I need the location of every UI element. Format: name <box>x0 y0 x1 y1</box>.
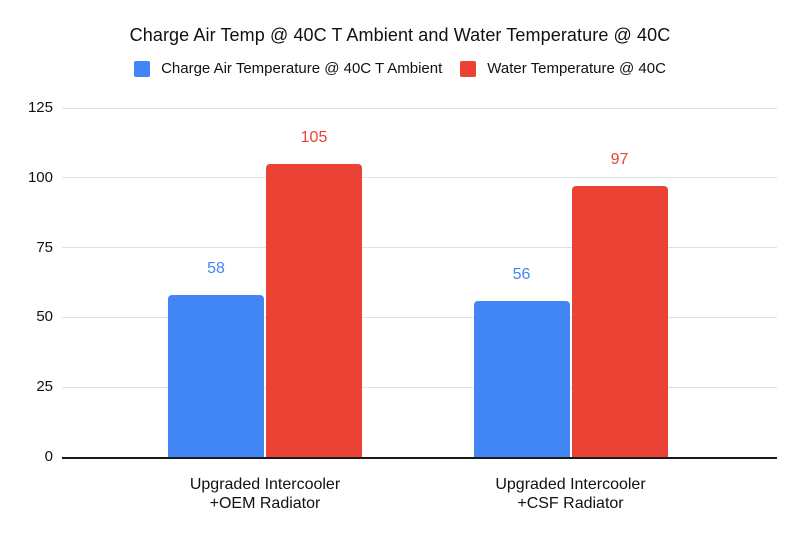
bar-series0-cat1 <box>473 300 570 457</box>
y-axis-tick-0: 0 <box>44 448 53 465</box>
plot-area: 58 105 56 97 <box>62 107 777 459</box>
bar-series1-cat1 <box>571 186 668 457</box>
bar-series1-cat0 <box>266 163 362 457</box>
bar-series0-cat0 <box>168 295 264 457</box>
bar-value-label: 56 <box>512 265 531 283</box>
bar-value-label: 105 <box>300 128 328 146</box>
y-axis-tick-125: 125 <box>27 99 53 116</box>
bar-value-label: 97 <box>610 151 629 169</box>
legend-item-charge-air: Charge Air Temperature @ 40C T Ambient <box>134 60 442 77</box>
legend-swatch-red-icon <box>460 60 477 77</box>
y-axis-tick-75: 75 <box>36 238 53 256</box>
gridline-25 <box>62 386 777 388</box>
legend: Charge Air Temperature @ 40C T Ambient W… <box>0 60 800 77</box>
x-axis-label-cat0: Upgraded Intercooler +OEM Radiator <box>189 476 341 512</box>
gridline-125 <box>62 107 777 109</box>
y-axis-tick-25: 25 <box>36 378 53 396</box>
gridline-75 <box>62 247 777 249</box>
legend-label-charge-air: Charge Air Temperature @ 40C T Ambient <box>161 60 443 77</box>
legend-swatch-blue-icon <box>134 60 151 77</box>
bar-value-label: 58 <box>207 260 225 278</box>
gridline-50 <box>62 316 777 318</box>
legend-label-water-temp: Water Temperature @ 40C <box>487 60 666 77</box>
x-axis-label-cat1: Upgraded Intercooler +CSF Radiator <box>495 476 646 512</box>
y-axis-tick-100: 100 <box>27 168 53 186</box>
gridline-100 <box>62 177 777 179</box>
y-axis-tick-50: 50 <box>36 308 53 326</box>
chart-title: Charge Air Temp @ 40C T Ambient and Wate… <box>129 25 671 45</box>
legend-item-water-temp: Water Temperature @ 40C <box>460 60 666 77</box>
